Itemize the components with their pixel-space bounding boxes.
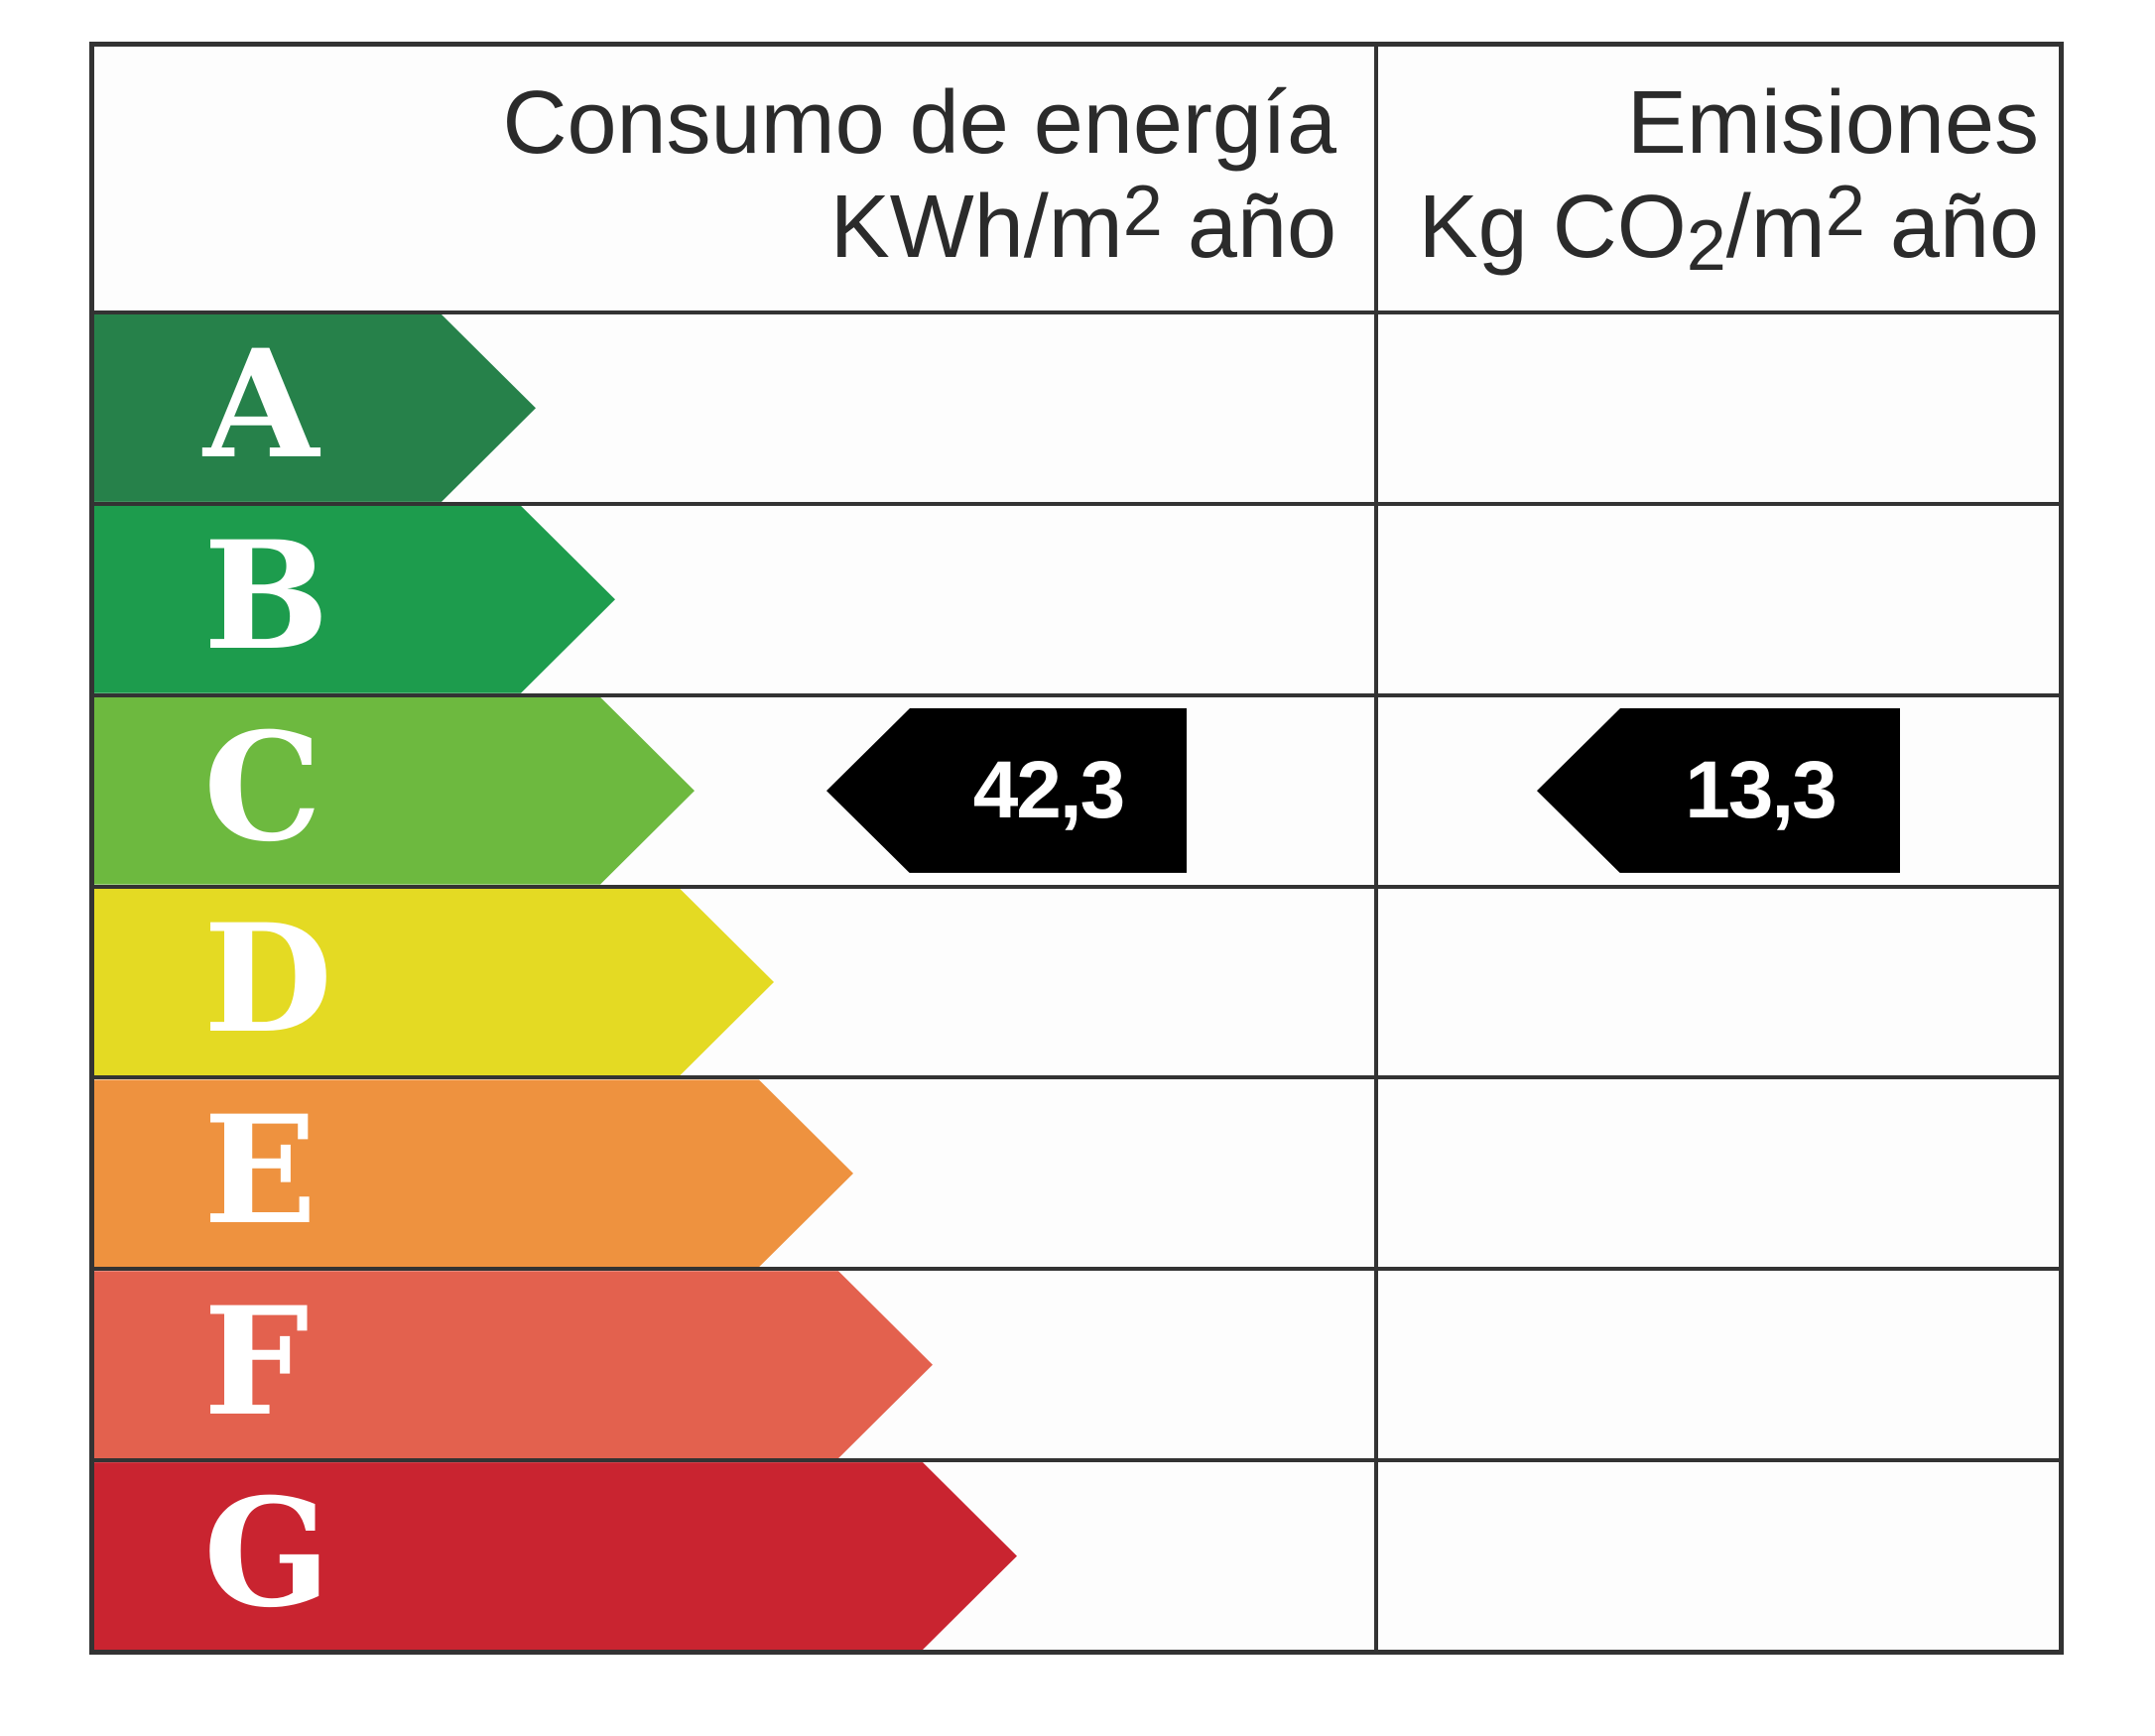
rating-arrow-c: C <box>94 697 695 885</box>
header-consumption: Consumo de energía KWh/m2 año <box>94 47 1374 310</box>
rating-row-a: A <box>94 314 2059 502</box>
consumption-units: KWh/m2 año <box>829 172 1336 277</box>
emisiones-value-indicator: 13,3 <box>1537 708 1900 874</box>
rating-arrow-e: E <box>94 1079 853 1267</box>
indicator-value: 13,3 <box>1685 745 1838 836</box>
consumption-title: Consumo de energía <box>502 73 1336 173</box>
rating-letter-g: G <box>203 1465 331 1641</box>
rating-letter-f: F <box>203 1274 310 1449</box>
rating-letter-d: D <box>203 892 333 1066</box>
rating-letter-b: B <box>203 509 329 684</box>
rating-arrow-g: G <box>94 1462 1017 1650</box>
subscript-2: 2 <box>1686 205 1726 286</box>
rating-row-e: E <box>94 1075 2059 1267</box>
rating-arrow-a: A <box>94 314 536 502</box>
consumo-value-indicator: 42,3 <box>826 708 1187 874</box>
rating-arrow-d: D <box>94 889 774 1076</box>
rating-letter-a: A <box>203 317 319 493</box>
rating-rows: A B C 42,3 13,3 D E F G <box>94 314 2059 1650</box>
table-header: Consumo de energía KWh/m2 año Emisiones … <box>94 47 2059 314</box>
column-divider <box>1374 47 1378 1650</box>
rating-arrow-f: F <box>94 1271 933 1458</box>
certificate-table: Consumo de energía KWh/m2 año Emisiones … <box>89 42 2064 1655</box>
superscript-2: 2 <box>1825 172 1865 252</box>
rating-arrow-b: B <box>94 506 615 693</box>
rating-row-c: C 42,3 13,3 <box>94 692 2059 885</box>
header-emissions: Emisiones Kg CO2/m2 año <box>1374 47 2059 310</box>
emissions-units: Kg CO2/m2 año <box>1418 172 2039 286</box>
indicator-value: 42,3 <box>972 745 1126 836</box>
rating-row-g: G <box>94 1458 2059 1650</box>
rating-letter-c: C <box>203 700 322 876</box>
rating-row-b: B <box>94 501 2059 693</box>
emissions-title: Emisiones <box>1626 73 2039 173</box>
rating-row-d: D <box>94 884 2059 1076</box>
superscript-2: 2 <box>1122 172 1163 252</box>
rating-letter-e: E <box>203 1082 317 1258</box>
rating-row-f: F <box>94 1267 2059 1458</box>
